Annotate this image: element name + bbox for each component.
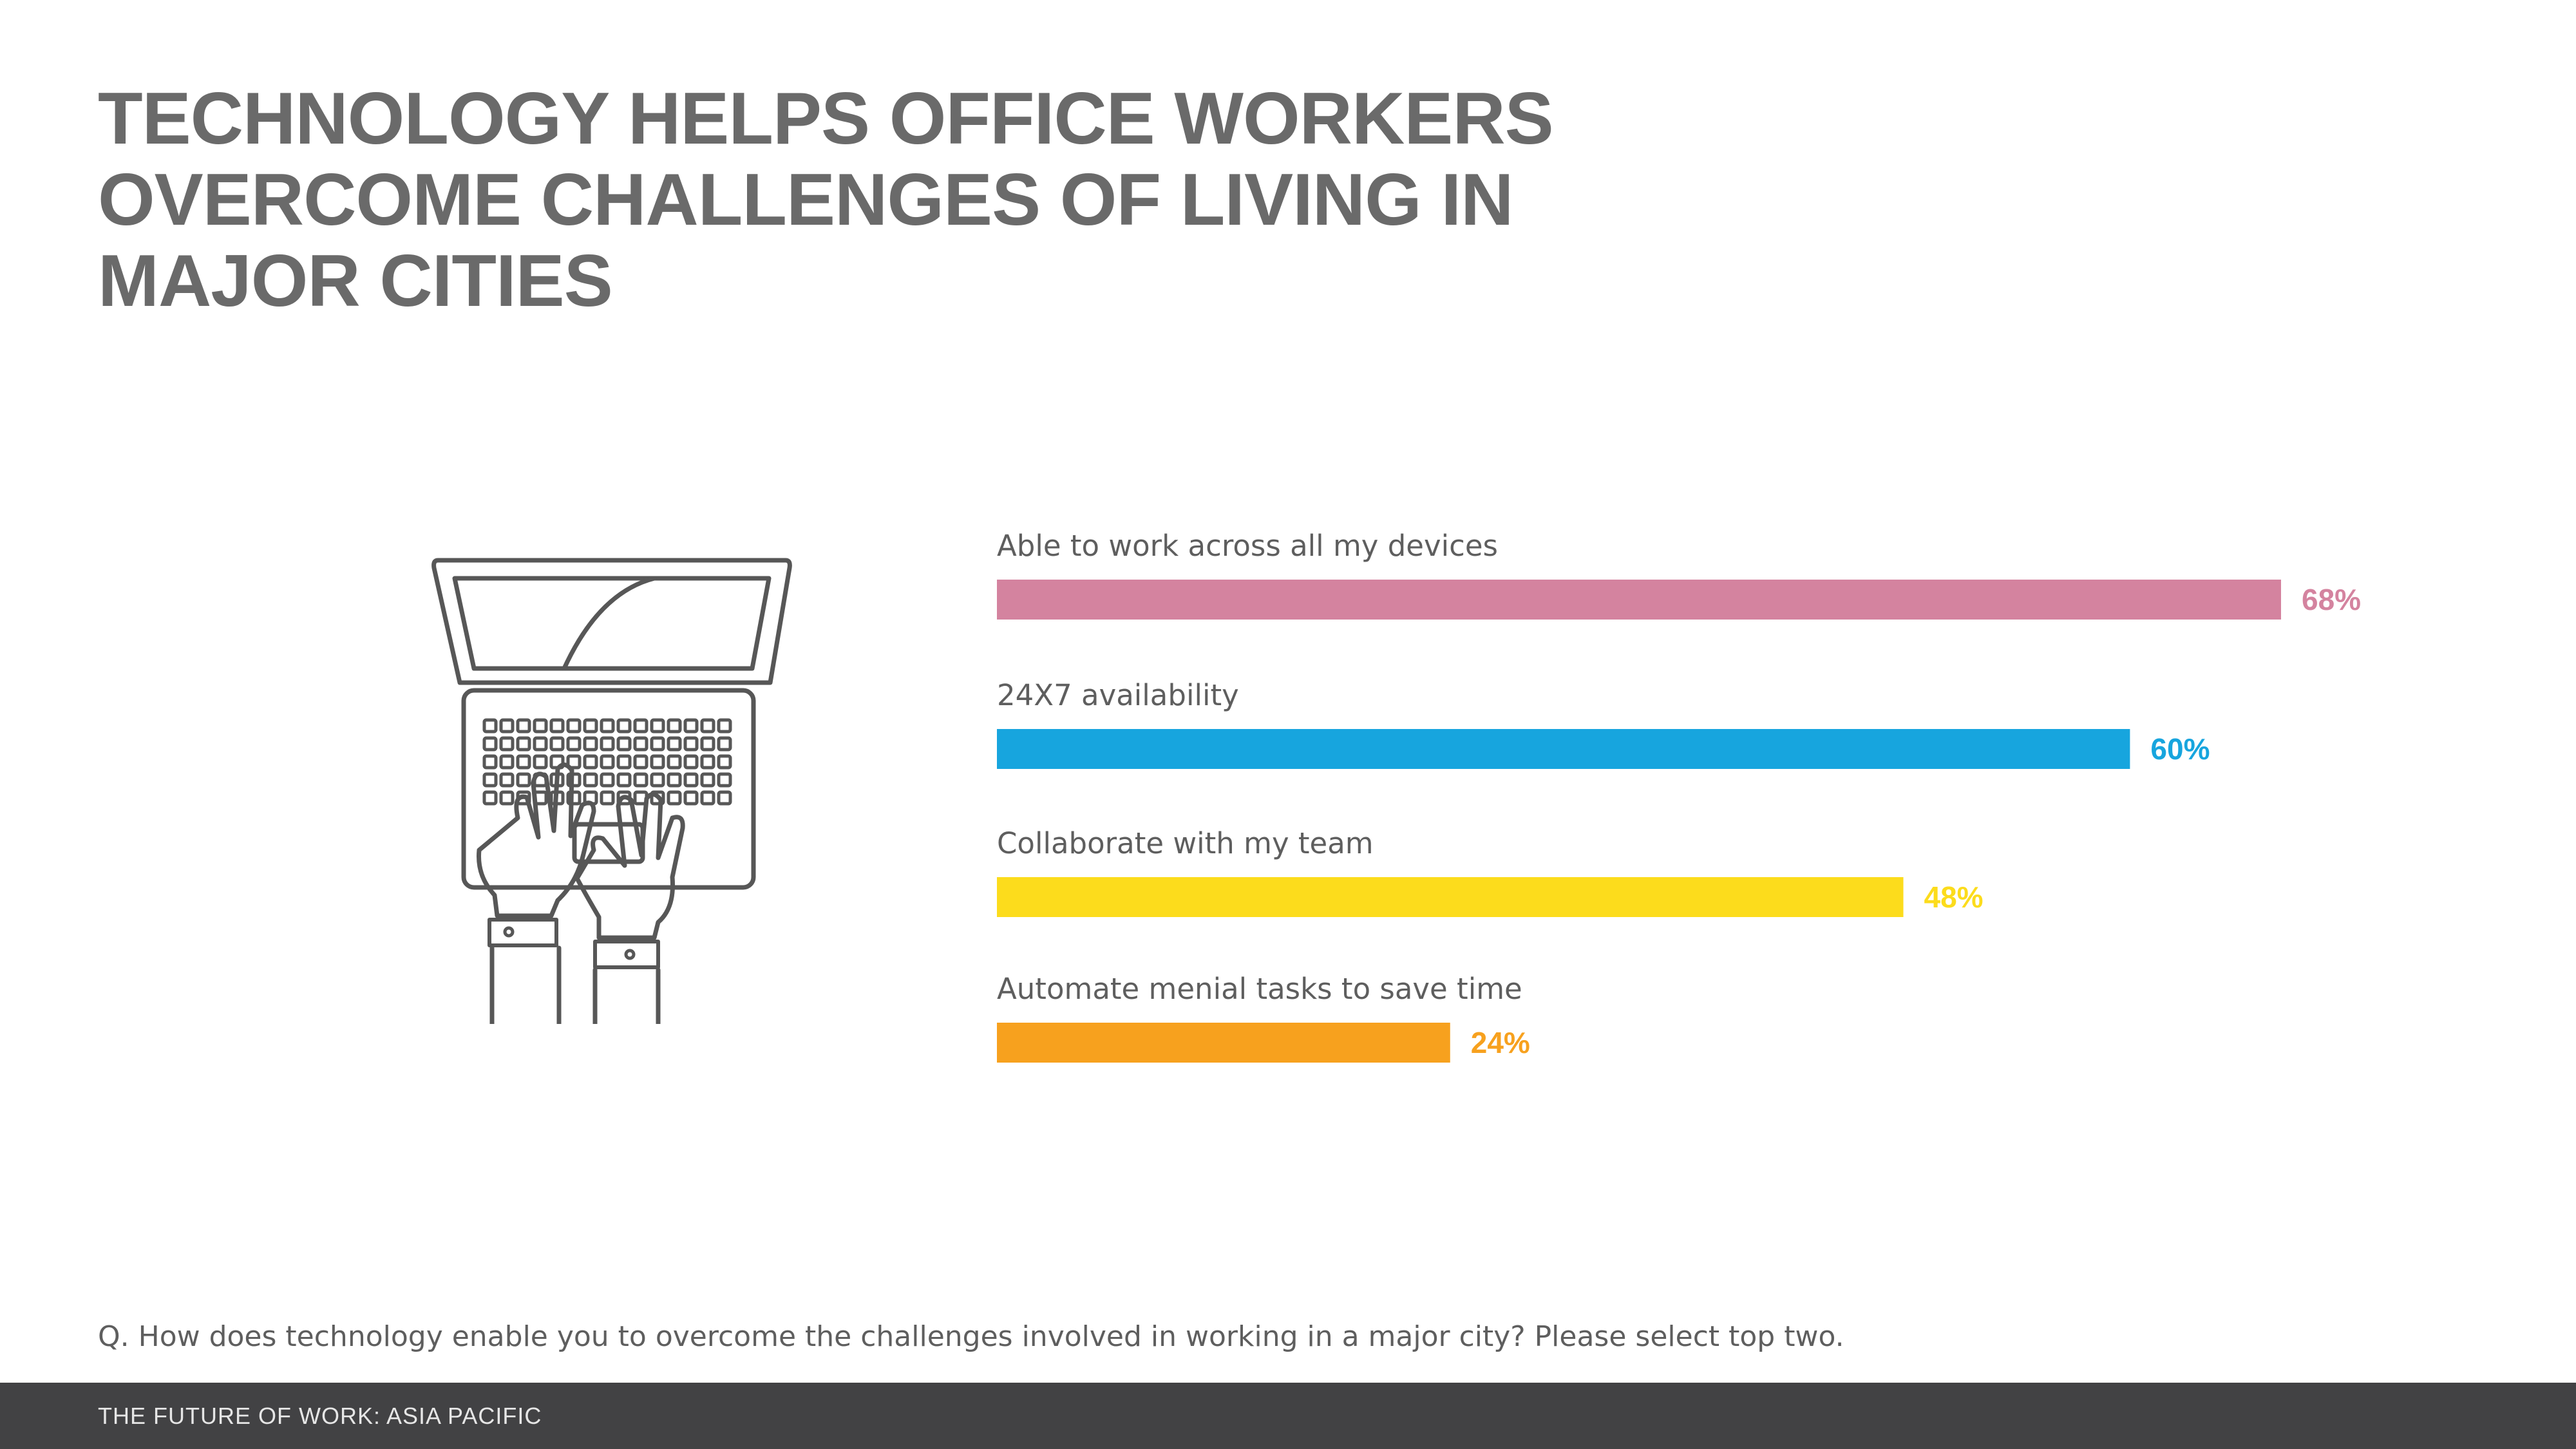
bar-label: Able to work across all my devices: [997, 529, 1498, 563]
bar-label: 24X7 availability: [997, 678, 1239, 712]
bar: [997, 580, 2281, 620]
footer-text: THE FUTURE OF WORK: ASIA PACIFIC: [98, 1403, 542, 1429]
footer-bar: THE FUTURE OF WORK: ASIA PACIFIC: [0, 1383, 2576, 1449]
bar-value-label: 68%: [2302, 583, 2362, 616]
bar-label: Automate menial tasks to save time: [997, 972, 1522, 1006]
bar: [997, 729, 2130, 769]
bar: [997, 1023, 1450, 1063]
laptop-typing-hands-icon: [431, 558, 792, 1024]
bar-value-label: 24%: [1470, 1026, 1530, 1059]
survey-question: Q. How does technology enable you to ove…: [98, 1320, 1844, 1353]
bar-value-label: 48%: [1924, 880, 1984, 914]
bar-value-label: 60%: [2150, 732, 2210, 766]
page-title: TECHNOLOGY HELPS OFFICE WORKERS OVERCOME…: [98, 78, 1554, 322]
bar: [997, 877, 1904, 917]
bar-label: Collaborate with my team: [997, 826, 1374, 860]
